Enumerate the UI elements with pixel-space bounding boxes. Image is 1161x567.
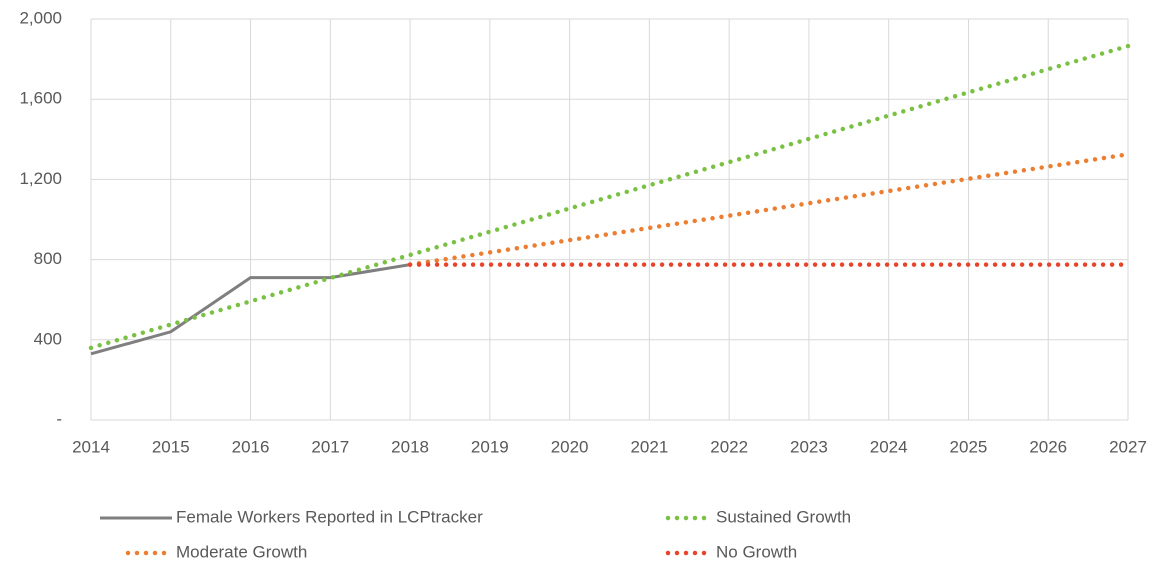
- y-tick-label: 400: [34, 329, 62, 348]
- y-tick-label: 1,600: [19, 89, 62, 108]
- x-tick-label: 2024: [870, 437, 908, 456]
- y-tick-label: 2,000: [19, 8, 62, 27]
- x-tick-label: 2026: [1029, 437, 1067, 456]
- y-tick-label: 1,200: [19, 169, 62, 188]
- x-tick-label: 2019: [471, 437, 509, 456]
- x-tick-label: 2022: [710, 437, 748, 456]
- x-tick-label: 2016: [232, 437, 270, 456]
- x-tick-label: 2023: [790, 437, 828, 456]
- legend-label: Moderate Growth: [176, 542, 307, 561]
- x-tick-label: 2018: [391, 437, 429, 456]
- x-tick-label: 2020: [551, 437, 589, 456]
- series-line: [90, 263, 411, 356]
- series-line: [88, 43, 1131, 351]
- legend-label: Female Workers Reported in LCPtracker: [176, 507, 483, 526]
- y-tick-label: 800: [34, 249, 62, 268]
- series-line: [407, 152, 1131, 267]
- x-tick-label: 2021: [630, 437, 668, 456]
- y-tick-label: -: [56, 409, 62, 428]
- x-tick-label: 2015: [152, 437, 190, 456]
- x-tick-label: 2017: [311, 437, 349, 456]
- x-tick-label: 2025: [950, 437, 988, 456]
- x-tick-label: 2014: [72, 437, 110, 456]
- x-tick-label: 2027: [1109, 437, 1147, 456]
- legend-label: Sustained Growth: [716, 507, 851, 526]
- legend-label: No Growth: [716, 542, 797, 561]
